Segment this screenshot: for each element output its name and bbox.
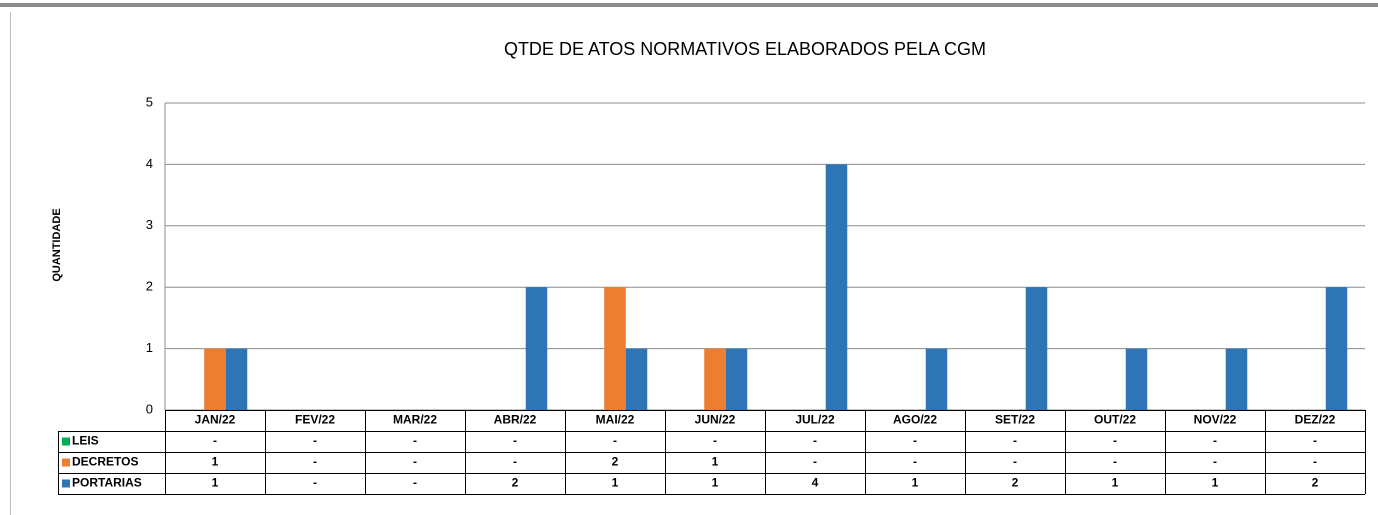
x-tick-label: AGO/22 xyxy=(893,413,937,427)
y-tick-label: 0 xyxy=(146,401,153,416)
bar xyxy=(704,348,726,410)
bar xyxy=(725,348,748,410)
table-value: 2 xyxy=(512,476,519,490)
y-tick-label: 1 xyxy=(146,340,153,355)
table-value: - xyxy=(613,434,617,448)
x-tick-label: JAN/22 xyxy=(195,413,236,427)
bar xyxy=(1225,348,1248,410)
bar xyxy=(1325,287,1348,410)
table-value: - xyxy=(313,476,317,490)
x-tick-label: FEV/22 xyxy=(295,413,335,427)
table-value: - xyxy=(413,455,417,469)
table-value: 2 xyxy=(612,455,619,469)
y-tick-label: 5 xyxy=(146,94,153,109)
x-tick-label: DEZ/22 xyxy=(1295,413,1336,427)
top-rule xyxy=(0,3,1378,7)
table-value: 1 xyxy=(712,476,719,490)
chart-title: QTDE DE ATOS NORMATIVOS ELABORADOS PELA … xyxy=(504,39,986,59)
table-value: - xyxy=(1113,434,1117,448)
x-tick-label: JUL/22 xyxy=(795,413,835,427)
table-value: - xyxy=(1313,455,1317,469)
y-tick-label: 3 xyxy=(146,217,153,232)
x-tick-label: NOV/22 xyxy=(1194,413,1237,427)
table-value: - xyxy=(1213,455,1217,469)
legend-label: PORTARIAS xyxy=(72,476,142,490)
bar xyxy=(225,348,248,410)
table-value: - xyxy=(813,455,817,469)
table-value: - xyxy=(913,455,917,469)
x-tick-label: MAI/22 xyxy=(596,413,635,427)
table-value: 1 xyxy=(1212,476,1219,490)
table-value: 1 xyxy=(912,476,919,490)
table-value: - xyxy=(513,434,517,448)
bar xyxy=(625,348,648,410)
table-value: 2 xyxy=(1312,476,1319,490)
x-tick-label: ABR/22 xyxy=(494,413,537,427)
x-tick-label: SET/22 xyxy=(995,413,1035,427)
legend-key xyxy=(62,479,70,488)
y-tick-label: 2 xyxy=(146,279,153,294)
table-value: - xyxy=(1013,455,1017,469)
table-value: - xyxy=(1213,434,1217,448)
legend-label: DECRETOS xyxy=(72,455,138,469)
bar xyxy=(825,164,848,410)
table-value: - xyxy=(313,455,317,469)
bar xyxy=(1125,348,1148,410)
y-axis-label: QUANTIDADE xyxy=(51,208,63,281)
y-tick-label: 4 xyxy=(146,156,153,171)
x-tick-label: OUT/22 xyxy=(1094,413,1136,427)
x-tick-label: JUN/22 xyxy=(695,413,736,427)
legend-key xyxy=(62,437,70,446)
table-value: - xyxy=(1013,434,1017,448)
legend-key xyxy=(62,458,70,467)
table-value: - xyxy=(713,434,717,448)
legend-label: LEIS xyxy=(72,434,99,448)
x-tick-label: MAR/22 xyxy=(393,413,437,427)
table-value: - xyxy=(213,434,217,448)
table-value: 1 xyxy=(212,476,219,490)
table-value: 1 xyxy=(1112,476,1119,490)
bar xyxy=(1025,287,1048,410)
table-value: 4 xyxy=(812,476,819,490)
table-value: 1 xyxy=(612,476,619,490)
table-value: 1 xyxy=(712,455,719,469)
table-value: 2 xyxy=(1012,476,1019,490)
table-value: - xyxy=(1113,455,1117,469)
bar xyxy=(925,348,948,410)
bar xyxy=(604,287,626,410)
table-value: - xyxy=(1313,434,1317,448)
table-value: - xyxy=(813,434,817,448)
table-value: - xyxy=(313,434,317,448)
table-value: - xyxy=(513,455,517,469)
table-value: - xyxy=(413,434,417,448)
bar xyxy=(525,287,548,410)
table-value: - xyxy=(413,476,417,490)
bar xyxy=(204,348,226,410)
table-value: - xyxy=(913,434,917,448)
table-value: 1 xyxy=(212,455,219,469)
